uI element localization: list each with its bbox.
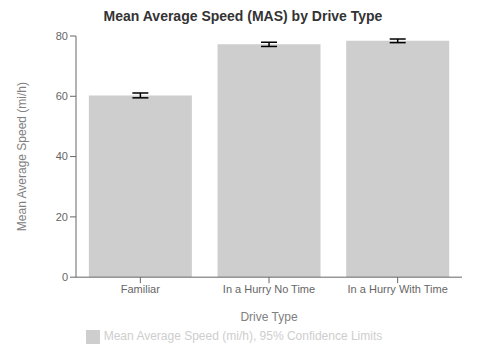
svg-text:20: 20	[56, 211, 68, 223]
svg-text:Drive Type: Drive Type	[240, 310, 297, 324]
svg-text:In a Hurry No Time: In a Hurry No Time	[223, 283, 315, 295]
svg-text:In a Hurry With Time: In a Hurry With Time	[348, 283, 448, 295]
html-text:Mean Average Speed (MAS) by Dr: Mean Average Speed (MAS) by Drive Type	[103, 8, 383, 24]
svg-text:Familiar: Familiar	[121, 283, 160, 295]
svg-text:80: 80	[56, 30, 68, 42]
svg-text:Mean Average Speed (mi/h): Mean Average Speed (mi/h)	[15, 82, 29, 231]
html-text:Mean Average Speed (mi/h), 95%: Mean Average Speed (mi/h), 95% Confidenc…	[103, 329, 383, 344]
svg-text:0: 0	[62, 271, 68, 283]
svg-text:40: 40	[56, 150, 68, 162]
svg-text:60: 60	[56, 90, 68, 102]
